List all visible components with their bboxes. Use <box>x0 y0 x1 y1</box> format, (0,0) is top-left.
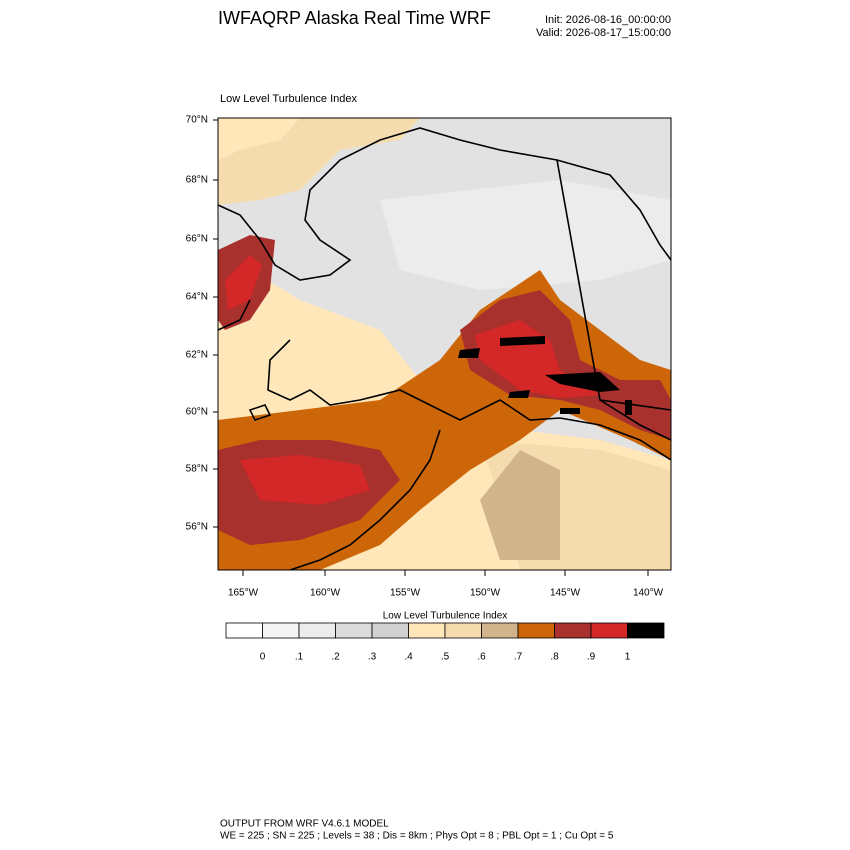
colorbar-label: .8 <box>550 652 559 663</box>
lat-label: 62°N <box>186 350 208 361</box>
lat-label: 68°N <box>186 175 208 186</box>
colorbar-label: .3 <box>368 652 377 663</box>
colorbar-label: .9 <box>587 652 596 663</box>
colorbar-label: .2 <box>331 652 340 663</box>
colorbar-label: .4 <box>404 652 413 663</box>
colorbar-label: .6 <box>477 652 486 663</box>
colorbar-box <box>225 622 263 639</box>
colorbar-box <box>444 622 482 639</box>
lat-label: 58°N <box>186 464 208 475</box>
valid-time: Valid: 2026-08-17_15:00:00 <box>536 27 671 39</box>
colorbar-box <box>590 622 628 639</box>
lat-label: 66°N <box>186 234 208 245</box>
footer-line: OUTPUT FROM WRF V4.6.1 MODEL <box>220 819 389 830</box>
lon-label: 140°W <box>633 588 664 599</box>
lon-label: 150°W <box>470 588 501 599</box>
lon-label: 155°W <box>390 588 421 599</box>
map-title: Low Level Turbulence Index <box>220 93 357 105</box>
colorbar-label: .5 <box>441 652 450 663</box>
coastlines <box>218 127 671 570</box>
map-field <box>218 118 671 570</box>
colorbar-label: .1 <box>295 652 304 663</box>
colorbar-box <box>371 622 409 639</box>
lat-label: 70°N <box>186 115 208 126</box>
colorbar-box <box>335 622 373 639</box>
colorbar-box <box>298 622 336 639</box>
lon-label: 160°W <box>310 588 341 599</box>
footer-line: WE = 225 ; SN = 225 ; Levels = 38 ; Dis … <box>220 831 614 842</box>
page-title: IWFAQRP Alaska Real Time WRF <box>218 8 491 28</box>
lat-label: 64°N <box>186 292 208 303</box>
lat-label: 56°N <box>186 522 208 533</box>
colorbar-label: 0 <box>260 652 266 663</box>
map-frame <box>217 117 672 571</box>
lon-label: 145°W <box>550 588 581 599</box>
colorbar-box <box>627 622 665 639</box>
colorbar-box <box>481 622 519 639</box>
colorbar-box <box>262 622 300 639</box>
colorbar-label: .7 <box>514 652 523 663</box>
colorbar-box <box>554 622 592 639</box>
colorbar-label: 1 <box>625 652 631 663</box>
lon-label: 165°W <box>228 588 259 599</box>
colorbar-title: Low Level Turbulence Index <box>383 611 508 622</box>
colorbar-box <box>517 622 555 639</box>
init-time: Init: 2026-08-16_00:00:00 <box>545 14 671 26</box>
lat-label: 60°N <box>186 407 208 418</box>
colorbar-box <box>408 622 446 639</box>
